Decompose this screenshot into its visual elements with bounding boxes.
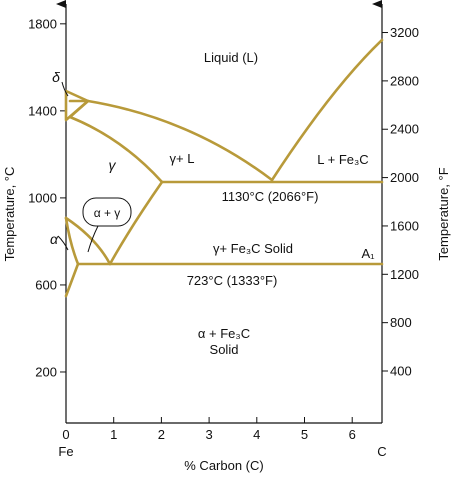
bottom-axis-tick-label: 0 [62,427,69,442]
right-axis-tick-label: 800 [390,315,412,330]
left-axis-tick-label: 600 [35,277,57,292]
alpha-callout-line [57,235,69,251]
eutectic-temperature-label: 1130°C (2066°F) [222,189,319,204]
right-axis-ticks: 400 800 1200 1600 2000 2400 2800 3200 [382,25,419,379]
gamma-plus-liquid-label: γ+ L [170,151,195,166]
acm-line [108,180,164,266]
eutectoid-temperature-label: 723°C (1333°F) [187,273,278,288]
alpha-solvus-line [64,216,80,266]
liquidus-left-line [86,99,274,182]
delta-callout-line [61,81,69,97]
alpha-gamma-callout-line [87,225,99,253]
liquidus-right-line [270,38,384,182]
right-axis-tick-label: 2400 [390,122,419,137]
right-axis-tick-label: 1200 [390,267,419,282]
right-axis-tick-label: 3200 [390,25,419,40]
left-axis-tick-label: 1800 [28,16,57,31]
bottom-axis-tick-label: 3 [205,427,212,442]
alpha-gamma-label-box [82,197,132,227]
left-axis-tick-label: 1000 [28,190,57,205]
gamma-plus-cementite-label: γ+ Fe₃C Solid [213,241,293,256]
bottom-axis-tick-label: 2 [158,427,165,442]
bottom-axis-tick-label: 5 [301,427,308,442]
delta-region-inner [68,99,90,119]
right-axis-tick-label: 2000 [390,170,419,185]
bottom-axis-tick-label: 4 [253,427,260,442]
liquid-label: Liquid (L) [204,50,258,65]
left-axis-ticks: 200 600 1000 1400 1800 [28,16,66,379]
right-axis-tick-label: 1600 [390,218,419,233]
alpha-plus-gamma-label: α + γ [94,206,121,220]
left-axis-tick-label: 200 [35,364,57,379]
alpha-lower-line [64,262,80,298]
bottom-axis-ticks: 0 1 2 3 4 5 6 [62,417,356,442]
carbon-end-label: C [377,444,386,459]
left-axis-title: Temperature, °C [2,167,17,262]
right-axis-tick-label: 400 [390,364,412,379]
gamma-label: γ [109,157,117,173]
gamma-liquid-solidus-line [68,115,164,184]
delta-label: δ [52,69,60,85]
bottom-axis-tick-label: 6 [349,427,356,442]
liquid-plus-cementite-label: L + Fe₃C [317,152,368,167]
alpha-plus-cementite-solid-label: Solid [210,342,239,357]
alpha-plus-cementite-label: α + Fe₃C [198,326,250,341]
phase-boundaries [64,38,384,298]
right-axis-title: Temperature, °F [436,167,451,260]
left-axis-tick-label: 1400 [28,103,57,118]
alpha-label: α [50,231,59,247]
iron-end-label: Fe [58,444,73,459]
right-axis-tick-label: 2800 [390,73,419,88]
a1-label: A₁ [361,246,375,261]
bottom-axis-tick-label: 1 [110,427,117,442]
bottom-axis-title: % Carbon (C) [184,458,263,473]
